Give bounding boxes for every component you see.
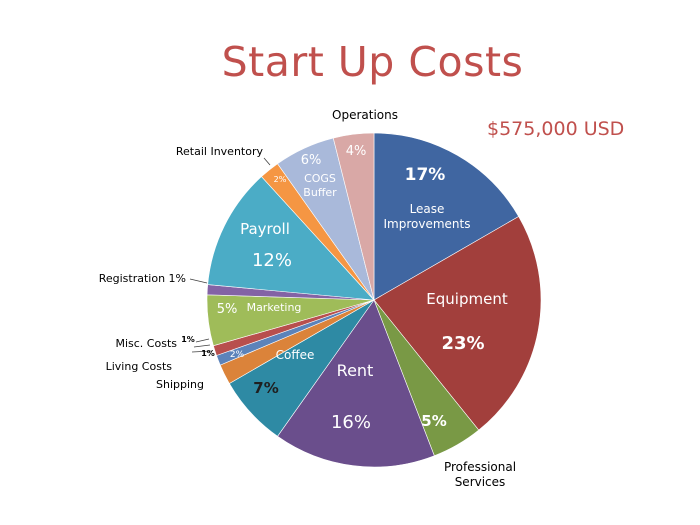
label-living-name: Living Costs	[106, 360, 173, 373]
chart-title: Start Up Costs	[221, 38, 524, 86]
pie-slice-lease-improvements	[373, 132, 520, 301]
pie-slice-payroll	[207, 176, 375, 301]
label-cogs-name: COGS	[304, 172, 336, 185]
registration-leader-line	[189, 278, 208, 284]
label-rent-pct: 16%	[331, 412, 371, 433]
label-equipment-pct: 23%	[441, 333, 484, 354]
label-marketing-pct: 5%	[217, 302, 238, 317]
label-professional-name: Professional	[444, 460, 516, 474]
retail-leader-line	[263, 157, 271, 166]
pie-slice-operations	[332, 132, 375, 301]
label-lease-name-2: Improvements	[384, 217, 471, 231]
label-rent-name: Rent	[337, 361, 374, 380]
label-coffee-pct: 7%	[253, 379, 278, 397]
misc-leader-line	[195, 338, 210, 343]
shipping-leader-line	[191, 350, 213, 353]
pie-slice-rent	[277, 299, 435, 468]
label-payroll-name: Payroll	[240, 220, 290, 238]
label-misc-name: Misc. Costs	[115, 337, 177, 350]
label-payroll-pct: 12%	[252, 250, 292, 271]
label-professional-pct: 5%	[421, 412, 446, 430]
living-leader-line	[193, 344, 211, 348]
label-operations-name: Operations	[332, 108, 398, 122]
label-lease-pct: 17%	[405, 165, 446, 185]
label-cogs-pct: 6%	[301, 153, 322, 168]
label-cogs-name-2: Buffer	[303, 186, 337, 199]
label-marketing-name: Marketing	[247, 301, 302, 314]
label-misc-pct: 1%	[181, 335, 195, 344]
label-shipping-name: Shipping	[156, 378, 204, 391]
pie-slice-equipment	[373, 216, 542, 431]
pie-slices	[206, 132, 542, 468]
label-equipment-name: Equipment	[426, 290, 508, 308]
label-retail-name: Retail Inventory	[176, 145, 264, 158]
leader-lines	[189, 157, 271, 353]
chart-subtitle-total: $575,000 USD	[487, 118, 625, 140]
label-operations-pct: 4%	[346, 144, 367, 159]
label-professional-name-2: Services	[455, 475, 506, 489]
label-coffee-name: Coffee	[276, 348, 315, 362]
label-shipping-pct: 2%	[230, 350, 245, 360]
label-registration-name: Registration 1%	[99, 272, 186, 285]
label-lease-name: Lease	[410, 202, 445, 216]
label-retail-pct: 2%	[274, 175, 287, 184]
label-living-pct: 1%	[201, 349, 215, 358]
